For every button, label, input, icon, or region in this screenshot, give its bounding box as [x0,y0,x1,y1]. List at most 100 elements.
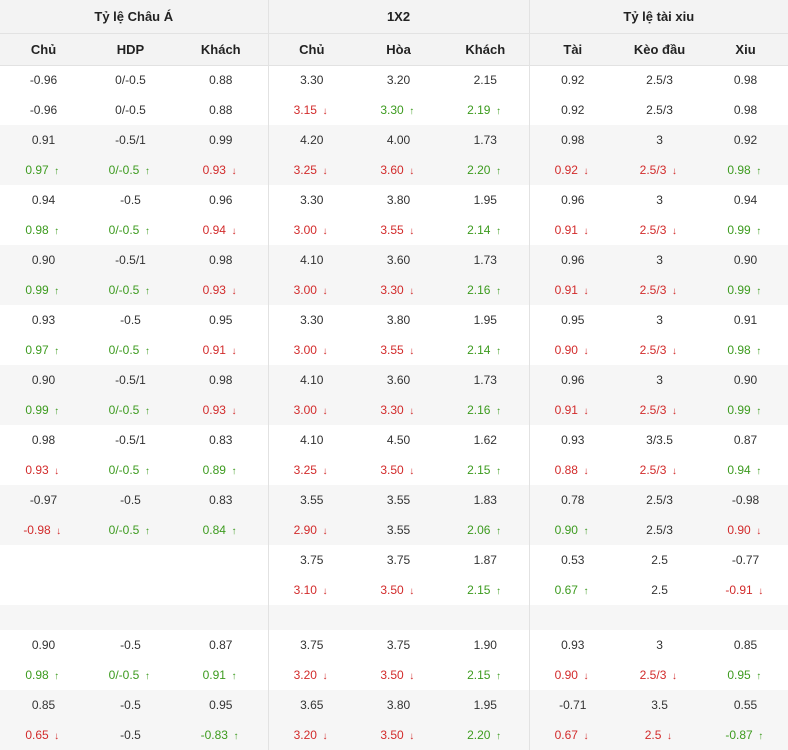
odds-cell: -0.98 ↓ [0,515,87,545]
odds-cell: -0.5/1 [87,425,174,455]
odds-cell: 2.15 ↑ [442,575,529,605]
arrow-up-icon: ↑ [231,466,237,477]
odds-cell: 0.92 ↓ [528,155,617,185]
odds-value: 3.15 [293,103,317,117]
odds-value: 3.30 [380,403,404,417]
arrow-up-icon: ↑ [756,406,762,417]
odds-value: 0.88 [209,103,233,117]
odds-cell: -0.87 ↑ [703,720,788,750]
odds-value: 0.90 [733,373,758,387]
table-row: 0.90 -0.5/1 0.98 4.10 3.60 1.73 0.96 3 0.90 [0,365,788,395]
odds-cell: 2.5/3 ↓ [616,455,703,485]
odds-value: 3.80 [386,193,411,207]
odds-cell: 0.91 ↓ [528,215,617,245]
arrow-down-icon: ↓ [409,226,415,237]
arrow-down-icon: ↓ [671,346,677,357]
arrow-down-icon: ↓ [322,226,328,237]
odds-cell: 1.73 [442,365,530,395]
odds-cell: 0/-0.5 ↑ [87,155,174,185]
odds-value: 1.90 [473,638,497,652]
odds-cell: 0.98 [174,245,269,275]
odds-value: 0.90 [31,373,56,387]
odds-cell: -0.98 [703,485,788,515]
odds-value: 0.88 [209,73,233,88]
odds-cell: 3.10 ↓ [267,575,356,605]
odds-value: 0.98 [209,373,233,387]
odds-cell: 2.16 ↑ [442,395,530,425]
odds-value: 3.30 [300,193,324,207]
odds-value: 3.60 [386,373,411,387]
odds-cell: 0.88 [174,95,268,125]
odds-value: 2.5/3 [646,493,673,507]
odds-cell: 0.98 ↑ [0,660,87,690]
odds-value: 2.19 [467,103,491,117]
odds-value: 0.85 [31,698,56,712]
odds-cell: 2.5/3 ↓ [616,660,703,690]
odds-value: 0.92 [561,103,585,117]
odds-value: 0.96 [561,193,585,207]
odds-cell [0,545,87,575]
arrow-up-icon: ↑ [583,586,589,597]
odds-value: 3.00 [293,343,317,357]
odds-cell: 4.10 [267,245,356,275]
arrow-up-icon: ↑ [144,526,150,537]
odds-cell: 2.06 ↑ [442,515,530,545]
odds-value: 0.94 [202,223,226,237]
odds-cell [0,605,87,630]
odds-cell: 1.95 [442,305,529,335]
arrow-down-icon: ↓ [671,286,677,297]
odds-cell: 0.98 [528,125,617,155]
odds-value: 2.5/3 [646,103,673,117]
odds-cell: 0.53 [528,545,617,575]
arrow-up-icon: ↑ [495,586,501,597]
arrow-down-icon: ↓ [583,671,589,682]
odds-value: 3.65 [300,698,324,712]
odds-value: 2.5 [651,553,668,567]
odds-value: 0.88 [554,463,578,477]
odds-cell: 0.93 ↓ [174,395,269,425]
odds-cell: 3 [616,365,704,395]
odds-cell: -0.5 [87,485,174,515]
arrow-down-icon: ↓ [322,106,328,117]
odds-cell: 4.20 [267,125,356,155]
arrow-up-icon: ↑ [495,526,501,537]
odds-value: 0.95 [209,698,233,712]
odds-cell: 3.80 [355,185,442,215]
col-header-home: Chủ [267,33,356,65]
arrow-up-icon: ↑ [756,226,762,237]
odds-cell: 0.95 [174,305,268,335]
col-header-hdp: HDP [116,41,145,57]
odds-value: 0.93 [25,463,49,477]
odds-cell: 0.93 ↓ [174,155,269,185]
odds-value: 0.87 [733,433,758,447]
odds-cell: 0.98 ↑ [0,215,87,245]
odds-cell: 2.15 [442,65,529,95]
odds-cell: 3.60 ↓ [355,155,443,185]
odds-cell [87,575,174,605]
arrow-down-icon: ↓ [583,406,589,417]
odds-cell: 0.88 ↓ [528,455,617,485]
odds-value: 0.97 [25,163,49,177]
odds-cell: 2.15 ↑ [442,660,529,690]
odds-cell: 0.94 ↑ [703,455,788,485]
odds-cell [442,605,530,630]
arrow-down-icon: ↓ [54,466,60,477]
odds-cell: 0.90 [0,630,87,660]
odds-value: 0.96 [209,193,233,207]
table-row: 0.93 ↓ 0/-0.5 ↑ 0.89 ↑ 3.25 ↓ 3.50 ↓ 2.15 ↑ 0.88 ↓ 2.5… [0,455,788,485]
odds-value: 0.90 [733,253,758,267]
arrow-down-icon: ↓ [583,466,589,477]
arrow-up-icon: ↑ [409,106,415,117]
col-header-home: Chủ [30,41,57,57]
odds-cell: 2.20 ↑ [442,155,530,185]
odds-value: 0/-0.5 [108,343,140,357]
odds-cell: 3.55 [355,485,443,515]
odds-value: 3.00 [293,283,317,297]
arrow-down-icon: ↓ [583,731,589,742]
odds-cell: 0.94 ↓ [174,215,268,245]
arrow-up-icon: ↑ [583,526,589,537]
table-row: 0.98 ↑ 0/-0.5 ↑ 0.91 ↑ 3.20 ↓ 3.50 ↓ 2.15 ↑ 0.90 ↓ 2.5… [0,660,788,690]
arrow-up-icon: ↑ [756,466,762,477]
odds-cell: -0.5 [87,690,174,720]
table-row: 3.10 ↓ 3.50 ↓ 2.15 ↑ 0.67 ↑ 2.5 -0.91 ↓ [0,575,788,605]
